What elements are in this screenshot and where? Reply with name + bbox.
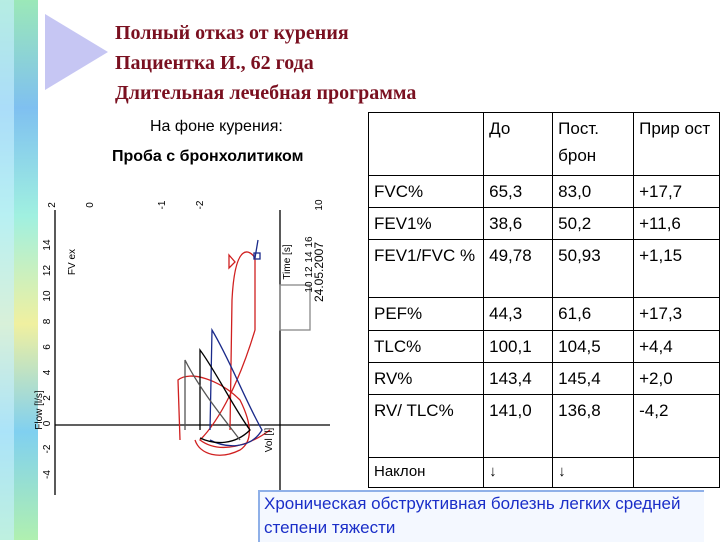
top-tick: 2 (47, 202, 58, 208)
cell: FEV1% (367, 207, 485, 241)
cell: ↓ (552, 456, 635, 488)
flow-label: Flow [l/s] (34, 390, 45, 430)
row: PEF% 44,3 61,6 +17,3 (367, 297, 720, 331)
cell: 100,1 (483, 329, 554, 363)
top-tick: -1 (157, 200, 168, 209)
cell: TLC% (367, 329, 485, 363)
header-row: До Пост. брон Прир ост (367, 112, 720, 176)
side-stripe-inner (0, 0, 14, 540)
cell: 83,0 (552, 174, 635, 209)
curve (254, 239, 259, 259)
curve (177, 375, 251, 456)
time-tick: 12 (304, 266, 315, 278)
cell: 141,0 (483, 393, 554, 458)
header-cell: До (483, 112, 554, 176)
cell: +4,4 (633, 329, 720, 363)
cell: -4,2 (633, 393, 720, 458)
time-tick: 10 (304, 281, 315, 293)
curve (199, 348, 251, 444)
flow-tick: 4 (42, 369, 53, 375)
cell: 145,4 (552, 361, 635, 395)
top-tick: 0 (85, 202, 96, 208)
header-cell: Пост. брон (552, 112, 635, 176)
flow-tick: 14 (42, 239, 53, 251)
row: RV% 143,4 145,4 +2,0 (367, 361, 720, 395)
legend-box (279, 284, 311, 331)
cell: 104,5 (552, 329, 635, 363)
title: Полный отказ от курения (115, 22, 349, 44)
cell: ↓ (483, 456, 554, 488)
label: Проба с бронхолитиком (112, 148, 304, 165)
cell: +2,0 (633, 361, 720, 395)
flow-tick: 6 (42, 344, 53, 350)
flow-tick: 0 (42, 420, 53, 426)
marker (253, 252, 261, 260)
cell: 50,2 (552, 207, 635, 241)
date: 24.05.2007 (312, 242, 326, 302)
flow-tick: 12 (42, 265, 53, 277)
curve (199, 251, 271, 448)
cell: 38,6 (483, 207, 554, 241)
cell: 61,6 (552, 297, 635, 331)
cell: 50,93 (552, 239, 635, 299)
cell: PEF% (367, 297, 485, 331)
cell: Наклон (367, 456, 485, 488)
title: Пациентка И., 62 года (115, 52, 314, 74)
row: FEV1/FVC % 49,78 50,93 +1,15 (367, 239, 720, 299)
flow-tick: -2 (42, 444, 53, 453)
curve (184, 359, 241, 441)
cell: +17,7 (633, 174, 720, 209)
flow-tick: 8 (42, 318, 53, 324)
top-tick: -2 (195, 200, 206, 209)
row: FEV1% 38,6 50,2 +11,6 (367, 207, 720, 241)
row: TLC% 100,1 104,5 +4,4 (367, 329, 720, 363)
cell: +1,15 (633, 239, 720, 299)
cell: 44,3 (483, 297, 554, 331)
cell (367, 112, 485, 176)
vol-label: Vol [l] (264, 428, 275, 453)
cell: RV/ TLC% (367, 393, 485, 458)
spirogram: 14 12 10 8 6 4 2 0 -2 -4 2 0 -1 -2 10 16 14 12 10 Flow [l/s… (34, 199, 330, 495)
time-tick: 14 (304, 251, 315, 263)
cell: RV% (367, 361, 485, 395)
top-tick: 10 (314, 199, 325, 211)
header-cell: Прир ост (633, 112, 720, 176)
conclusion: Хроническая обструктивная болезнь легких… (258, 490, 704, 542)
row: Наклон ↓ ↓ (367, 456, 720, 488)
legend-title: FV ex (67, 249, 78, 275)
cell: 136,8 (552, 393, 635, 458)
label: На фоне курения: (150, 118, 283, 135)
results-table: До Пост. брон Прир ост FVC% 65,3 83,0 +17,7 FEV… (367, 112, 720, 488)
cell: 143,4 (483, 361, 554, 395)
title: Длительная лечебная программа (115, 82, 417, 104)
flow-tick: 10 (42, 290, 53, 302)
cell: FVC% (367, 174, 485, 209)
time-label: Time [s] (282, 244, 293, 279)
cell: +11,6 (633, 207, 720, 241)
cell: 65,3 (483, 174, 554, 209)
cell: 49,78 (483, 239, 554, 299)
triangle (45, 14, 108, 90)
marker (228, 253, 236, 270)
flow-tick: -4 (42, 470, 53, 479)
flow-tick: 2 (42, 395, 53, 401)
cell: +17,3 (633, 297, 720, 331)
row: RV/ TLC% 141,0 136,8 -4,2 (367, 393, 720, 458)
curve (209, 327, 263, 447)
cell (633, 456, 720, 488)
cell: FEV1/FVC % (367, 239, 485, 299)
time-tick: 16 (304, 236, 315, 248)
row: FVC% 65,3 83,0 +17,7 (367, 174, 720, 209)
